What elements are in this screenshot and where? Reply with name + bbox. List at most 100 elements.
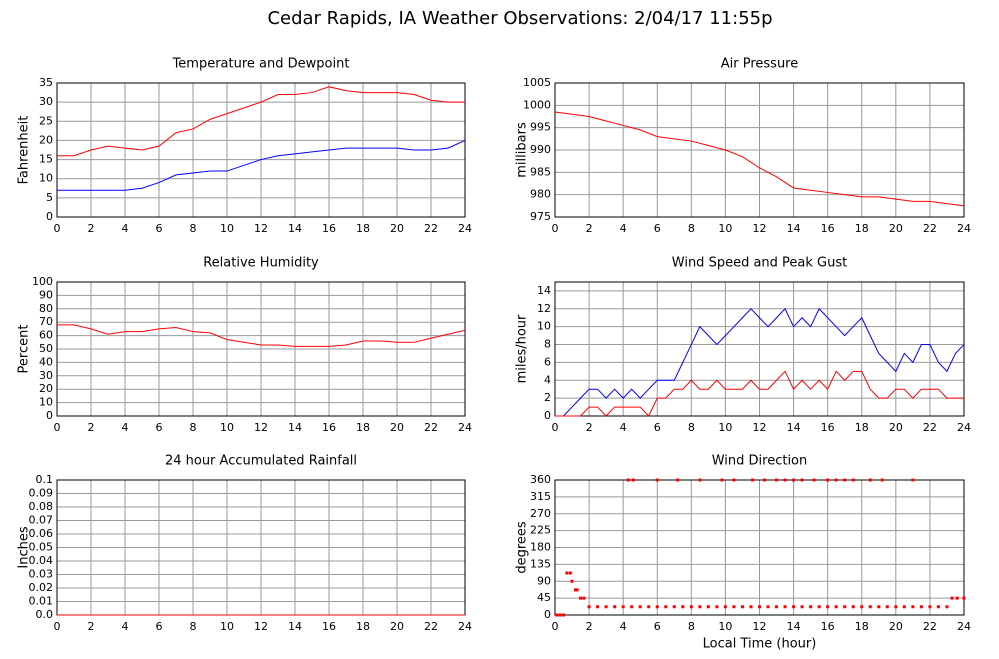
y-tick-label: 2 (544, 391, 551, 404)
x-tick-label: 22 (923, 222, 937, 235)
x-tick-label: 14 (288, 222, 302, 235)
y-tick-label: 1005 (523, 76, 551, 89)
x-tick-label: 6 (156, 620, 163, 633)
data-point (868, 478, 872, 482)
x-tick-label: 6 (654, 620, 661, 633)
plot-frame (554, 82, 965, 218)
x-tick-label: 6 (654, 421, 661, 434)
data-point (698, 605, 702, 609)
data-point (894, 605, 898, 609)
data-line (57, 86, 465, 157)
x-tick-label: 0 (54, 222, 61, 235)
data-point (604, 605, 608, 609)
y-axis-label: Percent (17, 325, 32, 374)
x-tick-label: 20 (889, 620, 903, 633)
data-point (732, 478, 736, 482)
y-tick-label: 0.1 (36, 473, 54, 486)
y-tick-label: 30 (39, 95, 53, 108)
data-point (568, 571, 572, 575)
data-point (911, 605, 915, 609)
data-point (698, 478, 702, 482)
data-point (860, 605, 864, 609)
data-point (630, 605, 634, 609)
data-point (740, 605, 744, 609)
x-tick-label: 12 (753, 620, 767, 633)
x-tick-label: 10 (718, 222, 732, 235)
y-tick-label: 0.05 (29, 541, 54, 554)
y-tick-label: 15 (39, 153, 53, 166)
data-point (715, 605, 719, 609)
y-tick-label: 0.09 (29, 487, 54, 500)
data-point (843, 605, 847, 609)
y-axis-label: miles/hour (515, 314, 530, 383)
x-tick-label: 4 (122, 421, 129, 434)
y-tick-label: 20 (39, 382, 53, 395)
data-point (664, 605, 668, 609)
data-point (579, 596, 583, 600)
x-tick-label: 2 (88, 421, 95, 434)
x-tick-label: 22 (424, 421, 438, 434)
data-point (826, 605, 830, 609)
y-tick-label: 180 (530, 541, 551, 554)
y-tick-label: 25 (39, 114, 53, 127)
y-tick-label: 0 (46, 210, 53, 223)
x-tick-label: 0 (552, 421, 559, 434)
y-tick-label: 20 (39, 133, 53, 146)
y-tick-label: 0.06 (29, 527, 54, 540)
y-tick-label: 80 (39, 302, 53, 315)
data-point (758, 605, 761, 609)
plot-frame (554, 479, 965, 616)
data-point (919, 605, 923, 609)
y-tick-label: 0.01 (29, 595, 54, 608)
y-tick-label: 12 (537, 302, 551, 315)
x-tick-label: 10 (220, 620, 234, 633)
data-point (945, 605, 949, 609)
y-tick-label: 1000 (523, 98, 551, 111)
x-tick-label: 2 (88, 620, 95, 633)
x-tick-label: 14 (288, 620, 302, 633)
y-axis-label: millibars (515, 122, 530, 178)
data-point (587, 605, 591, 609)
x-tick-label: 8 (190, 421, 197, 434)
x-tick-label: 0 (54, 421, 61, 434)
data-point (792, 478, 796, 482)
data-point (631, 478, 635, 482)
x-tick-label: 2 (586, 421, 593, 434)
data-point (613, 605, 617, 609)
data-point (749, 605, 753, 609)
plot-frame (554, 281, 965, 417)
x-tick-label: 0 (54, 620, 61, 633)
x-tick-label: 24 (957, 222, 971, 235)
x-tick-label: 0 (552, 222, 559, 235)
y-tick-label: 4 (544, 373, 551, 386)
data-point (775, 605, 779, 609)
y-axis-label: degrees (515, 521, 530, 574)
x-tick-label: 10 (718, 620, 732, 633)
plot-frame (56, 82, 466, 218)
x-tick-label: 18 (855, 421, 869, 434)
x-tick-label: 24 (458, 222, 472, 235)
y-tick-label: 990 (530, 143, 551, 156)
x-tick-label: 22 (923, 421, 937, 434)
data-point (689, 605, 693, 609)
x-tick-label: 10 (718, 421, 732, 434)
x-tick-label: 2 (88, 222, 95, 235)
data-line (57, 324, 466, 347)
x-tick-label: 16 (821, 620, 835, 633)
data-point (575, 588, 579, 592)
x-tick-label: 4 (620, 222, 627, 235)
x-tick-label: 4 (620, 620, 627, 633)
chart-title: Air Pressure (721, 57, 799, 72)
y-tick-label: 315 (530, 490, 551, 503)
chart-title: Relative Humidity (203, 256, 319, 271)
y-axis-label: Inches (17, 526, 32, 568)
y-tick-label: 10 (39, 396, 53, 409)
data-point (851, 478, 855, 482)
data-point (621, 605, 625, 609)
x-tick-label: 12 (254, 222, 268, 235)
data-point (834, 605, 838, 609)
data-point (655, 478, 659, 482)
x-tick-label: 20 (889, 222, 903, 235)
x-tick-label: 16 (821, 421, 835, 434)
